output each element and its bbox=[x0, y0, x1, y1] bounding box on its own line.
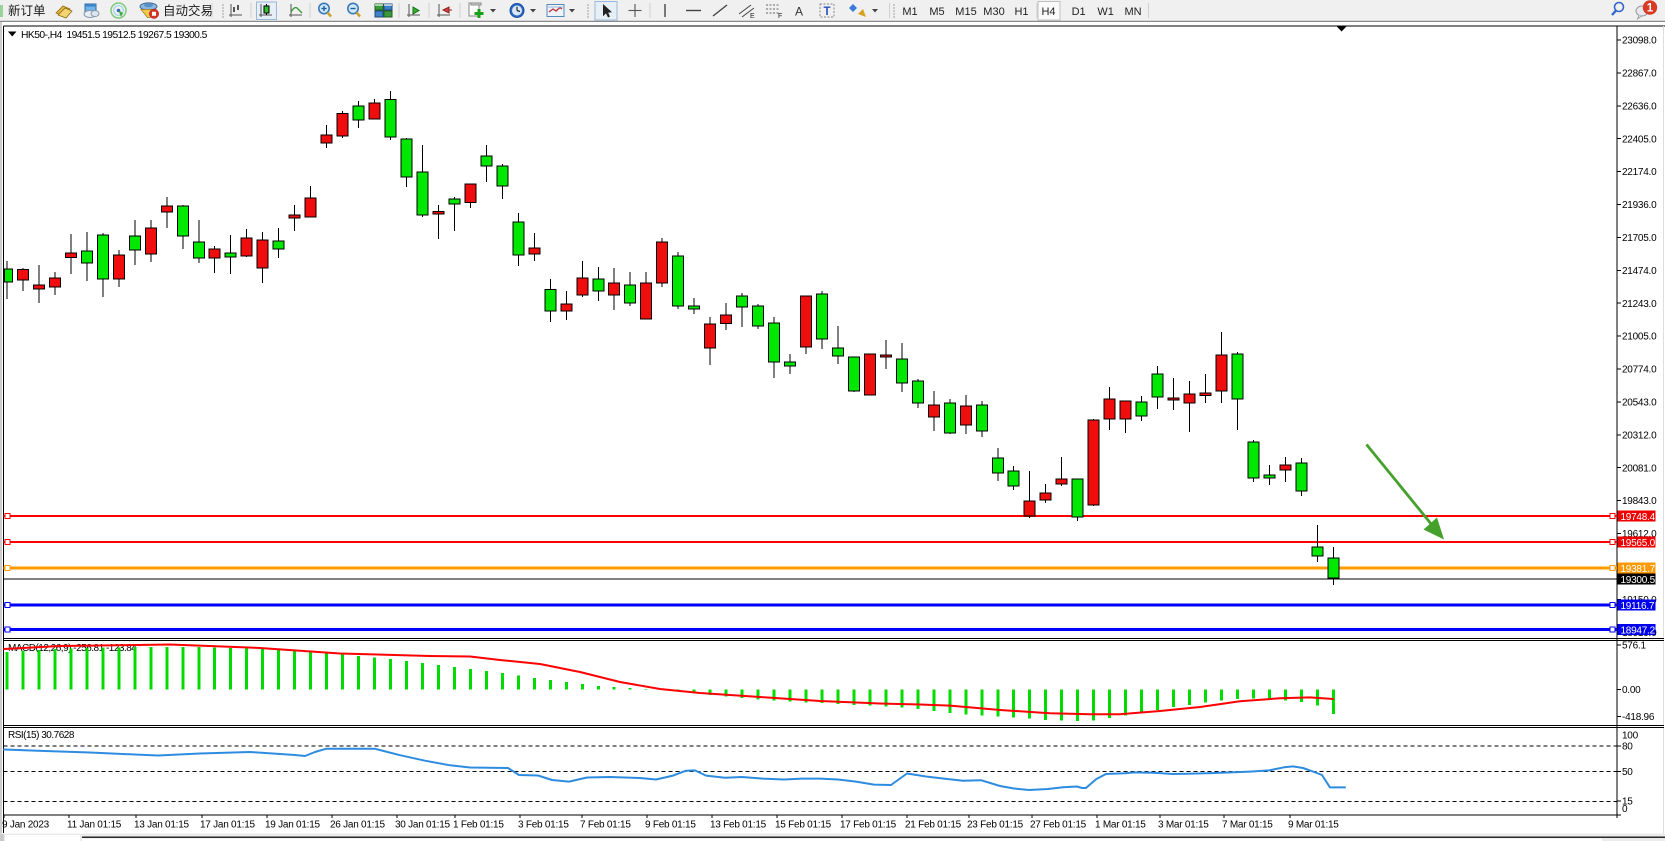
svg-text:21005.0: 21005.0 bbox=[1622, 332, 1657, 343]
svg-text:21705.0: 21705.0 bbox=[1622, 233, 1657, 244]
svg-text:26 Jan 01:15: 26 Jan 01:15 bbox=[330, 820, 386, 831]
svg-text:1: 1 bbox=[1647, 3, 1654, 15]
svg-text:T: T bbox=[824, 6, 831, 18]
svg-text:D1: D1 bbox=[1072, 6, 1086, 18]
svg-text:100: 100 bbox=[1622, 731, 1639, 742]
svg-text:19 Jan 01:15: 19 Jan 01:15 bbox=[265, 820, 321, 831]
svg-text:17 Jan 01:15: 17 Jan 01:15 bbox=[200, 820, 256, 831]
svg-text:M1: M1 bbox=[902, 6, 917, 18]
svg-text:3 Mar 01:15: 3 Mar 01:15 bbox=[1158, 820, 1209, 831]
svg-text:20312.0: 20312.0 bbox=[1622, 430, 1657, 441]
svg-text:H1: H1 bbox=[1014, 6, 1028, 18]
svg-text:0: 0 bbox=[1622, 804, 1628, 815]
svg-text:20081.0: 20081.0 bbox=[1622, 463, 1657, 474]
svg-text:7 Feb 01:15: 7 Feb 01:15 bbox=[580, 820, 631, 831]
svg-text:50: 50 bbox=[1622, 767, 1633, 778]
svg-text:1 Feb 01:15: 1 Feb 01:15 bbox=[453, 820, 504, 831]
svg-text:21474.0: 21474.0 bbox=[1622, 266, 1657, 277]
svg-text:15: 15 bbox=[1622, 797, 1633, 808]
svg-text:M15: M15 bbox=[955, 6, 976, 18]
svg-text:新订单: 新订单 bbox=[8, 3, 46, 18]
svg-text:80: 80 bbox=[1622, 741, 1633, 752]
svg-text:3 Feb 01:15: 3 Feb 01:15 bbox=[518, 820, 569, 831]
svg-text:18947.2: 18947.2 bbox=[1621, 625, 1656, 636]
svg-text:M5: M5 bbox=[929, 6, 944, 18]
svg-text:7 Mar 01:15: 7 Mar 01:15 bbox=[1222, 820, 1273, 831]
svg-text:21 Feb 01:15: 21 Feb 01:15 bbox=[905, 820, 962, 831]
svg-text:20774.0: 20774.0 bbox=[1622, 365, 1657, 376]
svg-text:22867.0: 22867.0 bbox=[1622, 69, 1657, 80]
svg-text:23098.0: 23098.0 bbox=[1622, 36, 1657, 47]
svg-text:W1: W1 bbox=[1097, 6, 1114, 18]
svg-text:19843.0: 19843.0 bbox=[1622, 496, 1657, 507]
svg-text:E: E bbox=[750, 13, 755, 20]
svg-text:21243.0: 21243.0 bbox=[1622, 299, 1657, 310]
svg-text:0.00: 0.00 bbox=[1622, 685, 1641, 696]
svg-text:22174.0: 22174.0 bbox=[1622, 167, 1657, 178]
svg-text:22405.0: 22405.0 bbox=[1622, 134, 1657, 145]
svg-text:19116.7: 19116.7 bbox=[1621, 601, 1655, 612]
svg-text:1 Mar 01:15: 1 Mar 01:15 bbox=[1095, 820, 1146, 831]
svg-text:MACD(12,26,9) -256.81 -123.84: MACD(12,26,9) -256.81 -123.84 bbox=[8, 643, 137, 654]
svg-text:30 Jan 01:15: 30 Jan 01:15 bbox=[395, 820, 451, 831]
svg-text:576.1: 576.1 bbox=[1622, 641, 1646, 652]
svg-text:27 Feb 01:15: 27 Feb 01:15 bbox=[1030, 820, 1087, 831]
svg-text:20543.0: 20543.0 bbox=[1622, 398, 1657, 409]
svg-text:A: A bbox=[795, 5, 803, 19]
svg-text:MN: MN bbox=[1124, 6, 1141, 18]
svg-text:9 Feb 01:15: 9 Feb 01:15 bbox=[645, 820, 696, 831]
svg-text:11 Jan 01:15: 11 Jan 01:15 bbox=[67, 820, 122, 831]
svg-text:15 Feb 01:15: 15 Feb 01:15 bbox=[775, 820, 832, 831]
svg-text:自动交易: 自动交易 bbox=[163, 3, 213, 18]
svg-text:19381.7: 19381.7 bbox=[1621, 564, 1656, 575]
svg-text:13 Feb 01:15: 13 Feb 01:15 bbox=[710, 820, 767, 831]
svg-text:-418.96: -418.96 bbox=[1622, 712, 1655, 723]
svg-text:9 Jan 2023: 9 Jan 2023 bbox=[2, 820, 50, 831]
svg-text:19612.0: 19612.0 bbox=[1622, 529, 1657, 540]
svg-text:19565.0: 19565.0 bbox=[1621, 538, 1656, 549]
svg-text:23 Feb 01:15: 23 Feb 01:15 bbox=[967, 820, 1024, 831]
svg-text:RSI(15) 30.7628: RSI(15) 30.7628 bbox=[8, 730, 75, 741]
svg-text:19300.5: 19300.5 bbox=[1621, 575, 1656, 586]
svg-text:H4: H4 bbox=[1041, 6, 1055, 18]
svg-text:M30: M30 bbox=[983, 6, 1004, 18]
svg-text:17 Feb 01:15: 17 Feb 01:15 bbox=[840, 820, 897, 831]
svg-text:13 Jan 01:15: 13 Jan 01:15 bbox=[134, 820, 190, 831]
svg-text:19748.4: 19748.4 bbox=[1621, 512, 1656, 523]
svg-text:22636.0: 22636.0 bbox=[1622, 101, 1657, 112]
svg-text:21936.0: 21936.0 bbox=[1622, 200, 1657, 211]
svg-text:9 Mar 01:15: 9 Mar 01:15 bbox=[1288, 820, 1339, 831]
svg-text:HK50-,H4 19451.5 19512.5 1926: HK50-,H4 19451.5 19512.5 19267.5 19300.5 bbox=[21, 30, 208, 41]
svg-text:F: F bbox=[778, 13, 782, 20]
